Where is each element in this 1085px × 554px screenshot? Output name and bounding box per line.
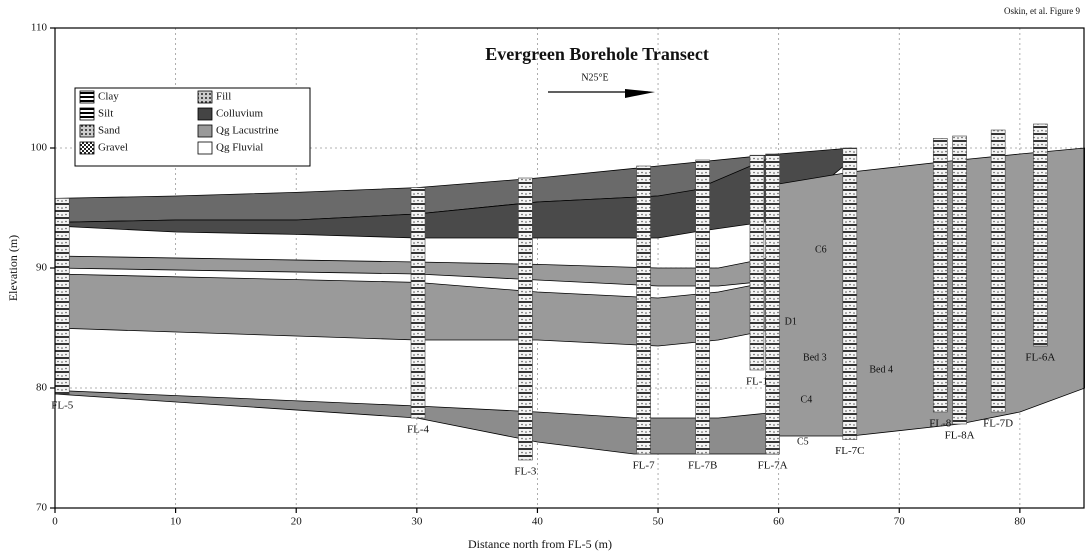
borehole: [518, 178, 532, 460]
borehole-label: FL-4: [407, 424, 430, 436]
x-tick-label: 60: [773, 516, 785, 528]
legend-label: Silt: [98, 108, 113, 120]
y-tick-label: 80: [36, 382, 48, 394]
arrow-head: [625, 89, 655, 98]
x-tick-label: 40: [532, 516, 544, 528]
legend-swatch: [80, 91, 94, 103]
borehole: [750, 155, 764, 370]
x-tick-label: 70: [894, 516, 906, 528]
legend-swatch: [198, 125, 212, 137]
legend-label: Clay: [98, 91, 119, 103]
borehole: [953, 136, 967, 424]
legend-label: Colluvium: [216, 108, 264, 120]
legend-swatch: [80, 125, 94, 137]
borehole: [933, 138, 947, 412]
annotation: C5: [797, 436, 809, 447]
legend-label: Sand: [98, 125, 121, 137]
x-tick-label: 0: [52, 516, 58, 528]
chart-title: Evergreen Borehole Transect: [485, 44, 709, 64]
annotation: D1: [785, 316, 797, 327]
legend-label: Gravel: [98, 142, 128, 154]
borehole-label: FL-6A: [1025, 352, 1055, 364]
x-tick-label: 10: [170, 516, 182, 528]
annotation: C4: [801, 394, 813, 405]
borehole-label: FL-7C: [835, 445, 864, 457]
legend-swatch: [198, 108, 212, 120]
annotation: Bed 3: [803, 352, 827, 363]
borehole: [991, 130, 1005, 412]
annotation: Bed 4: [869, 364, 893, 375]
x-tick-label: 20: [291, 516, 303, 528]
y-tick-label: 100: [31, 142, 48, 154]
credit: Oskin, et al. Figure 9: [1004, 6, 1080, 16]
borehole: [55, 198, 69, 394]
legend-label: Fill: [216, 91, 231, 103]
borehole: [637, 166, 651, 454]
borehole-label: FL-7: [633, 460, 656, 472]
borehole: [1033, 124, 1047, 346]
borehole: [696, 160, 710, 454]
legend-swatch: [198, 142, 212, 154]
legend-label: Qg Fluvial: [216, 142, 263, 154]
x-axis-label: Distance north from FL-5 (m): [468, 537, 612, 551]
legend-swatch: [80, 108, 94, 120]
borehole: [766, 154, 780, 454]
legend-label: Qg Lacustrine: [216, 125, 279, 137]
x-tick-label: 30: [411, 516, 423, 528]
y-tick-label: 70: [36, 502, 48, 514]
annotation: C6: [815, 244, 827, 255]
y-axis-label: Elevation (m): [6, 235, 20, 301]
x-tick-label: 50: [653, 516, 665, 528]
x-tick-label: 80: [1014, 516, 1026, 528]
y-tick-label: 110: [31, 22, 48, 34]
borehole-label: FL-7A: [758, 460, 788, 472]
borehole-label: FL-1: [746, 376, 768, 388]
legend-swatch: [198, 91, 212, 103]
borehole-label: FL-7D: [983, 418, 1013, 430]
y-tick-label: 90: [36, 262, 48, 274]
chart: Oskin, et al. Figure 9 Elevation (m) Dis…: [0, 0, 1085, 554]
borehole-label: FL-3: [514, 466, 537, 478]
direction-label: N25°E: [581, 72, 608, 83]
borehole-label: FL-8A: [945, 430, 975, 442]
borehole: [411, 188, 425, 418]
legend-swatch: [80, 142, 94, 154]
borehole-label: FL-7B: [688, 460, 717, 472]
borehole: [843, 148, 857, 440]
borehole-label: FL-8: [929, 418, 952, 430]
